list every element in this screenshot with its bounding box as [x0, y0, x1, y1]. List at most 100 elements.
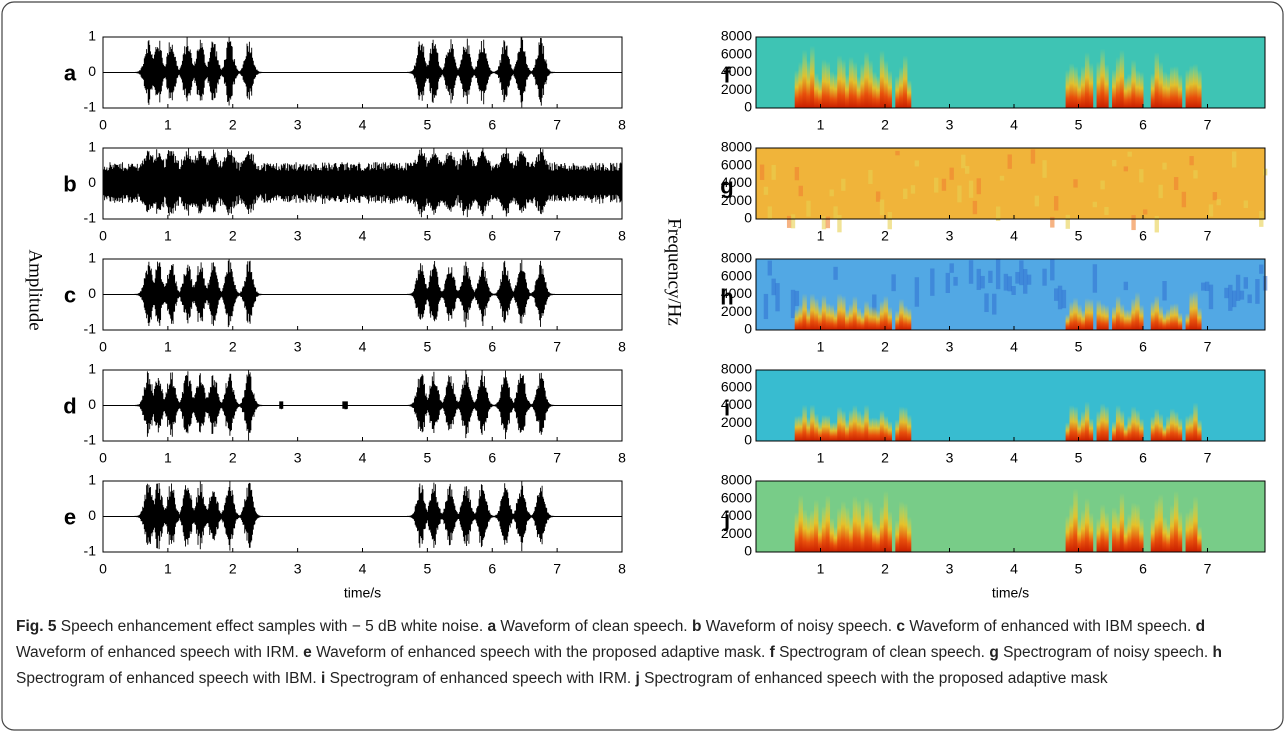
speech-energy — [1096, 518, 1101, 552]
waveform — [102, 480, 622, 552]
noise — [825, 216, 831, 229]
speech-energy — [1135, 503, 1140, 552]
noise — [992, 293, 997, 315]
speech-energy — [829, 422, 834, 441]
x-tick-label: 8 — [618, 228, 626, 244]
x-axis-label: time/s — [992, 585, 1029, 601]
y-tick-label: 8000 — [721, 472, 752, 488]
speech-energy — [852, 495, 858, 552]
speech-energy — [1127, 513, 1132, 552]
y-tick-label: 0 — [744, 543, 752, 559]
speech-energy — [1073, 488, 1078, 552]
noise — [949, 263, 954, 273]
noise — [1212, 192, 1218, 201]
x-tick-label: 0 — [99, 117, 107, 133]
y-tick-label: 1 — [88, 472, 96, 488]
speech-energy — [1131, 502, 1136, 552]
speech-energy — [1189, 65, 1194, 108]
y-tick-label: 4000 — [721, 63, 752, 79]
speech-energy — [1162, 516, 1167, 552]
noise — [1243, 200, 1248, 208]
speech-energy — [1185, 313, 1190, 330]
speech-energy — [1166, 73, 1171, 108]
y-tick-label: 8000 — [721, 139, 752, 155]
speech-energy — [821, 506, 827, 552]
speech-energy — [794, 415, 800, 441]
speech-energy — [1197, 419, 1202, 441]
speech-energy — [903, 407, 908, 441]
speech-energy — [1127, 73, 1132, 108]
speech-energy — [1173, 66, 1179, 108]
speech-energy — [814, 298, 819, 330]
y-tick-label: 6000 — [721, 156, 752, 172]
speech-energy — [1166, 308, 1171, 330]
speech-energy — [1189, 507, 1194, 552]
y-tick-label: 0 — [88, 174, 96, 190]
x-tick-label: 7 — [1204, 339, 1212, 355]
noise — [1259, 264, 1264, 274]
speech-energy — [852, 405, 858, 441]
speech-energy — [810, 404, 815, 441]
speech-energy — [1173, 303, 1179, 330]
x-tick-label: 2 — [881, 450, 889, 466]
speech-energy — [794, 512, 800, 552]
speech-energy — [837, 507, 842, 552]
noise — [1235, 274, 1241, 301]
speech-energy — [872, 71, 877, 108]
noise — [1162, 280, 1167, 301]
speech-energy — [1154, 408, 1159, 441]
noise — [961, 154, 966, 169]
x-tick-label: 3 — [946, 228, 954, 244]
noise — [767, 260, 772, 276]
speech-energy — [848, 56, 854, 108]
noise — [887, 212, 892, 230]
caption-key: j — [635, 670, 640, 687]
speech-energy — [1112, 69, 1117, 108]
speech-energy — [1197, 526, 1202, 552]
speech-energy — [1104, 305, 1109, 330]
x-tick-label: 8 — [618, 339, 626, 355]
x-tick-label: 7 — [1204, 228, 1212, 244]
speech-energy — [821, 294, 827, 330]
speech-energy — [864, 51, 869, 108]
y-tick-label: 4000 — [721, 396, 752, 412]
noise — [1019, 260, 1024, 286]
y-tick-label: 4000 — [721, 174, 752, 190]
speech-energy — [1115, 512, 1121, 552]
speech-energy — [848, 410, 854, 441]
speech-energy — [798, 494, 803, 552]
x-tick-label: 6 — [1139, 339, 1147, 355]
x-tick-label: 6 — [1139, 561, 1147, 577]
speech-energy — [802, 293, 807, 330]
x-tick-label: 1 — [164, 117, 172, 133]
caption-text: Waveform of noisy speech. — [701, 618, 897, 635]
speech-energy — [883, 490, 889, 552]
x-tick-label: 2 — [229, 117, 237, 133]
speech-energy — [829, 518, 834, 552]
noise — [790, 289, 796, 319]
y-tick-label: 6000 — [721, 489, 752, 505]
x-tick-label: 0 — [99, 561, 107, 577]
x-tick-label: 3 — [294, 450, 302, 466]
speech-energy — [1073, 406, 1078, 441]
speech-energy — [1185, 415, 1190, 441]
speech-energy — [1193, 402, 1198, 441]
speech-energy — [856, 76, 861, 108]
x-tick-label: 1 — [817, 228, 825, 244]
x-tick-label: 2 — [881, 561, 889, 577]
speech-energy — [1100, 504, 1105, 552]
noise — [1003, 273, 1009, 291]
speech-energy — [825, 61, 831, 108]
speech-energy — [1100, 48, 1105, 108]
y-tick-label: 2000 — [721, 81, 752, 97]
caption-text: Speech enhancement effect samples with −… — [56, 618, 488, 635]
speech-energy — [1193, 290, 1198, 330]
speech-energy — [906, 414, 912, 441]
y-tick-label: -1 — [84, 99, 97, 115]
noise — [1162, 162, 1167, 170]
x-tick-label: 5 — [1075, 450, 1083, 466]
speech-energy — [1135, 291, 1140, 330]
x-tick-label: 0 — [99, 228, 107, 244]
noise — [995, 259, 1001, 290]
speech-energy — [887, 306, 892, 330]
